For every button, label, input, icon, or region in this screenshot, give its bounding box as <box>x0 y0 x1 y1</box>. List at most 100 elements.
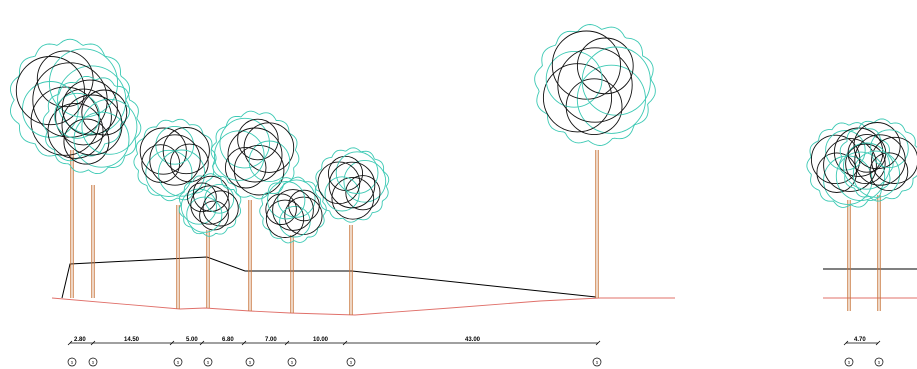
canopy-outline <box>178 173 242 237</box>
dimension-tick <box>875 340 881 346</box>
canopy-circle <box>331 176 375 220</box>
canopy-circle <box>816 152 857 193</box>
dimension-tick <box>595 340 601 346</box>
tree-elevation-icon <box>10 38 130 162</box>
dimension-ticks <box>67 340 881 346</box>
canopy-circle <box>224 146 267 189</box>
canopy-circle <box>277 179 316 218</box>
canopy-circle <box>551 30 621 100</box>
tree-elevation-icon <box>259 176 327 244</box>
canopy-circle <box>214 130 265 181</box>
canopy-circle <box>267 181 306 220</box>
canopy-circle <box>202 190 239 227</box>
dimension-tick <box>169 340 175 346</box>
station-marker-icon: 1 <box>844 357 854 367</box>
dimension-tick <box>843 340 849 346</box>
dimension-tick <box>67 340 73 346</box>
svg-text:1: 1 <box>177 360 180 365</box>
tree-elevation-icon <box>178 173 242 237</box>
svg-text:1: 1 <box>207 360 210 365</box>
svg-text:1: 1 <box>71 360 74 365</box>
dimension-label-6: 10.00 <box>313 337 329 343</box>
station-markers: 1 1 1 1 1 1 1 1 1 1 <box>67 357 884 367</box>
tree-trunks <box>70 150 881 315</box>
canopy-circle <box>843 142 891 190</box>
canopy-circle <box>265 199 305 238</box>
tree-elevation-icon <box>838 118 917 202</box>
tree-elevation-icon <box>534 24 656 146</box>
tree-canopies <box>10 24 917 244</box>
canopy-core <box>227 127 283 183</box>
canopy-circle <box>576 37 634 95</box>
canopy-circle <box>47 102 104 159</box>
canopy-circle <box>870 129 909 169</box>
canopy-circle <box>186 196 223 233</box>
canopy-core <box>149 134 201 186</box>
canopy-circle <box>810 134 861 185</box>
canopy-outline <box>210 110 300 200</box>
svg-text:1: 1 <box>249 360 252 365</box>
station-marker-icon: 1 <box>88 357 98 367</box>
canopy-outline <box>806 122 894 208</box>
canopy-circle <box>233 144 285 196</box>
canopy-circle <box>869 152 909 192</box>
canopy-circle <box>825 130 866 171</box>
canopy-circle <box>852 150 900 198</box>
dimension-label-2: 14.50 <box>124 337 140 343</box>
canopy-circle <box>15 56 85 126</box>
canopy-circle <box>237 118 279 161</box>
canopy-circle <box>63 118 110 165</box>
canopy-circle <box>343 159 387 203</box>
canopy-circle <box>158 149 206 197</box>
canopy-outline <box>42 75 142 175</box>
station-marker-icon: 1 <box>203 357 213 367</box>
canopy-circle <box>54 92 101 139</box>
canopy-circle <box>162 127 210 175</box>
canopy-outline <box>10 38 130 162</box>
station-marker-icon: 1 <box>346 357 356 367</box>
canopy-core <box>190 185 230 225</box>
ground-line-left <box>51 297 675 316</box>
canopy-circle <box>219 117 270 169</box>
canopy-circle <box>192 175 229 212</box>
dimension-line: 2.80 14.50 5.00 6.80 7.00 10.00 43.00 4.… <box>67 337 881 346</box>
tree-elevation-icon <box>42 75 142 175</box>
svg-text:1: 1 <box>848 360 851 365</box>
canopy-circle <box>61 79 118 136</box>
dimension-tick <box>199 340 205 346</box>
tree-elevation-icon <box>806 122 894 208</box>
canopy-circle <box>155 125 195 165</box>
svg-text:1: 1 <box>92 360 95 365</box>
station-marker-icon: 1 <box>592 357 602 367</box>
canopy-outline <box>314 147 390 223</box>
svg-text:1: 1 <box>291 360 294 365</box>
dimension-tick <box>241 340 247 346</box>
dimension-label-1: 2.80 <box>74 337 86 343</box>
canopy-circle <box>57 65 127 135</box>
tree-elevation-icon <box>133 118 217 202</box>
dimension-tick <box>90 340 96 346</box>
canopy-core <box>854 134 906 186</box>
station-marker-icon: 1 <box>287 357 297 367</box>
canopy-circle <box>55 88 112 146</box>
dimension-tick <box>342 340 348 346</box>
tree-elevation-icon <box>314 147 390 223</box>
canopy-circle <box>835 151 886 201</box>
svg-text:1: 1 <box>350 360 353 365</box>
canopy-circle <box>248 140 291 183</box>
canopy-circle <box>871 136 917 184</box>
canopy-circle <box>81 89 128 136</box>
canopy-core <box>61 94 123 156</box>
canopy-core <box>557 47 633 123</box>
station-marker-icon: 1 <box>173 357 183 367</box>
canopy-circle <box>565 78 623 136</box>
canopy-circle <box>335 151 379 195</box>
svg-text:1: 1 <box>596 360 599 365</box>
dimension-label-4: 6.80 <box>222 337 234 343</box>
canopy-circle <box>139 127 187 175</box>
canopy-circle <box>545 50 603 108</box>
dimension-label-3: 5.00 <box>186 337 198 343</box>
station-marker-icon: 1 <box>67 357 77 367</box>
svg-text:1: 1 <box>878 360 881 365</box>
